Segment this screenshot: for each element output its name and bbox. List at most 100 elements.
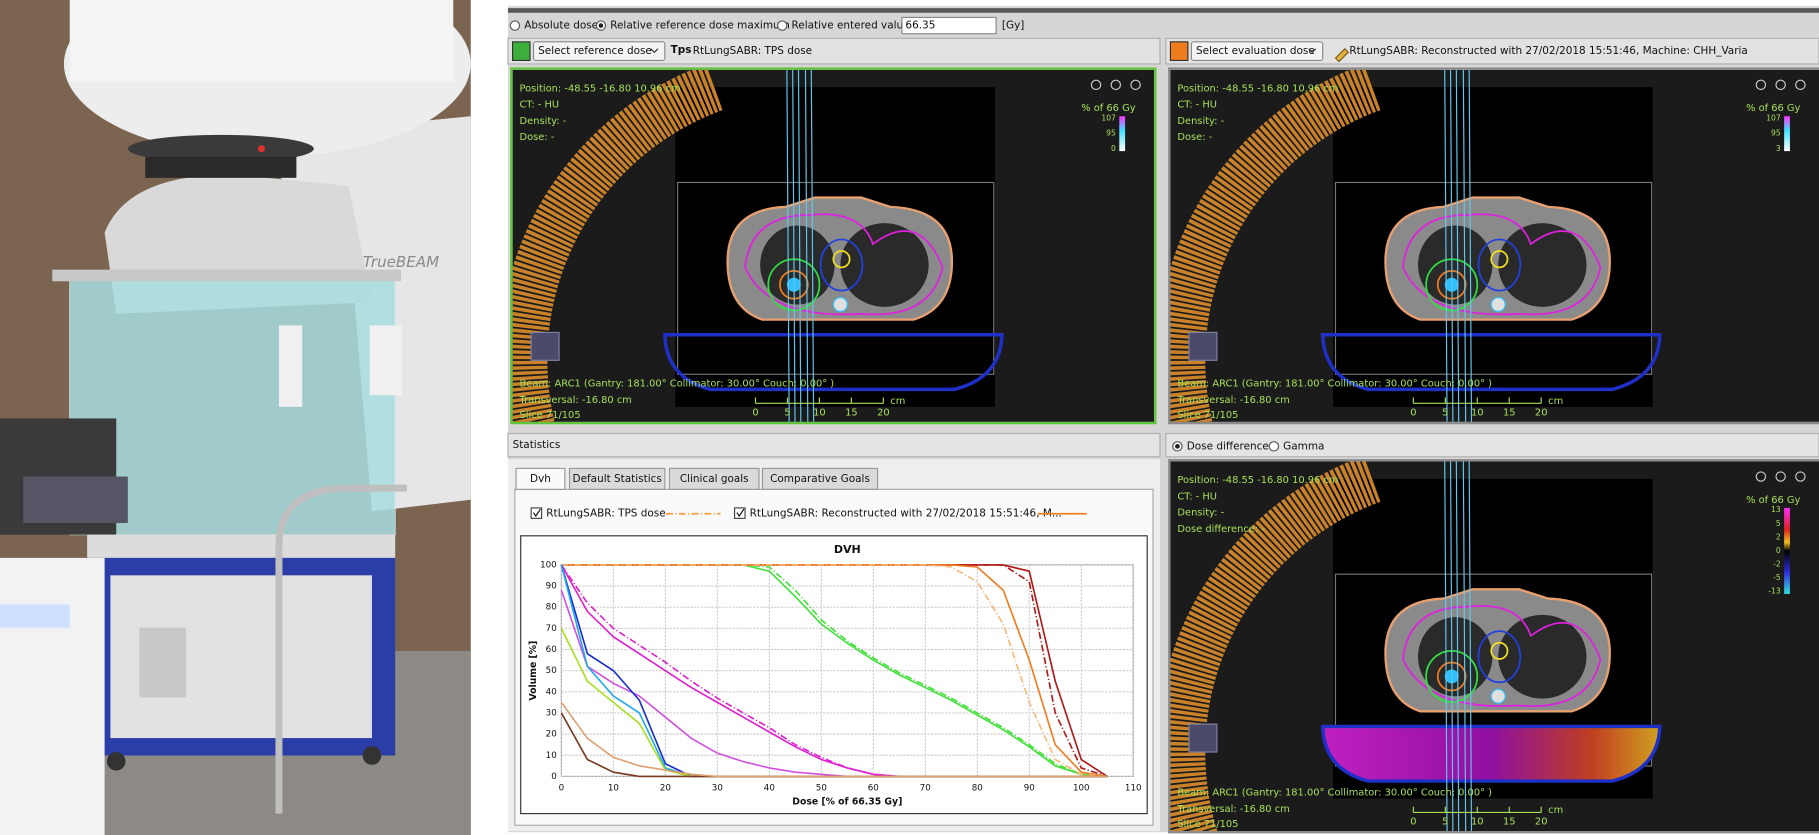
lung-right — [1498, 614, 1587, 699]
ruler-label: 15 — [1503, 408, 1516, 419]
contour-blue — [1477, 630, 1522, 684]
tab-label[interactable]: Comparative Goals — [770, 473, 870, 485]
beam-line — [804, 69, 809, 422]
scale-title: % of 66 Gy — [1746, 103, 1800, 114]
y-tick-label: 40 — [546, 687, 557, 697]
dose-select-text[interactable]: Select reference dose — [538, 45, 652, 57]
difference-bar — [1165, 432, 1819, 458]
ruler-label: 0 — [1410, 408, 1416, 419]
dose-name: RtLungSABR: Reconstructed with 27/02/201… — [1349, 45, 1747, 57]
beam-line — [1449, 461, 1454, 832]
tool-icon[interactable] — [1090, 79, 1102, 91]
unit-label: [Gy] — [1002, 20, 1024, 32]
overlay-slice: Slice 71/105 — [1177, 819, 1238, 830]
dose-select-text[interactable]: Select evaluation dose — [1196, 45, 1315, 57]
chart-title: DVH — [834, 543, 861, 556]
y-tick-label: 60 — [546, 645, 557, 655]
overlay-beam: Beam: ARC1 (Gantry: 181.00° Collimator: … — [1177, 379, 1492, 390]
dose-select-button[interactable] — [1190, 41, 1324, 62]
ruler-label: 10 — [1471, 408, 1484, 419]
dose-select-button[interactable] — [532, 41, 666, 62]
legend-checkbox[interactable] — [530, 507, 543, 519]
app: Absolute dose Relative reference dose max… — [507, 16, 1819, 834]
ruler-label: 20 — [877, 408, 890, 419]
ruler-unit: cm — [890, 396, 905, 407]
x-tick-label: 110 — [1125, 784, 1142, 794]
chevron — [650, 48, 659, 54]
lung-right — [840, 223, 929, 307]
beam-line — [1468, 69, 1473, 422]
ruler-label: 15 — [845, 408, 858, 419]
color-bar-label: 13 — [1771, 505, 1781, 514]
orientation-cube — [530, 331, 560, 361]
couch — [663, 333, 1004, 392]
tab[interactable] — [761, 467, 879, 490]
overlay-slice: Slice 71/105 — [520, 410, 581, 421]
ruler-label: 5 — [784, 408, 790, 419]
color-bar-label: -2 — [1773, 559, 1781, 568]
dose-grid-box — [677, 181, 995, 375]
y-tick-label: 30 — [546, 708, 557, 718]
tool-icon[interactable] — [1755, 471, 1767, 482]
tab-label[interactable]: Default Statistics — [573, 473, 662, 485]
value-input-text[interactable]: 66.35 — [905, 20, 935, 32]
y-tick-label: 70 — [546, 624, 557, 634]
color-bar-label: 95 — [1106, 129, 1116, 138]
orientation-cube — [1188, 723, 1218, 753]
dose-mode-label[interactable]: Relative reference dose maximum — [610, 20, 790, 32]
orientation-cube — [1188, 331, 1218, 361]
legend-checkbox[interactable] — [733, 507, 746, 519]
dose-mode-label[interactable]: Relative entered value — [792, 20, 910, 32]
value-input[interactable] — [901, 16, 997, 35]
contour-yellow — [832, 250, 851, 269]
dose-mode-label[interactable]: Absolute dose — [524, 20, 598, 32]
dose-mode-radio[interactable] — [776, 20, 788, 31]
beam-line — [1444, 461, 1448, 832]
color-bar-label: 5 — [1776, 519, 1781, 528]
spine — [832, 296, 848, 313]
color-bar-label: 0 — [1776, 546, 1781, 555]
tab[interactable] — [515, 467, 566, 490]
tool-icon[interactable] — [1775, 79, 1786, 91]
ruler-label: 10 — [813, 408, 826, 419]
ruler-unit: cm — [1548, 805, 1563, 816]
difference-label[interactable]: Gamma — [1283, 440, 1324, 452]
color-bar-label: 0 — [1111, 144, 1116, 153]
color-bar — [1784, 507, 1790, 594]
beam-arc — [1170, 461, 1381, 832]
viewer-border — [1168, 67, 1819, 425]
tab[interactable] — [668, 467, 760, 490]
tab-label[interactable]: Clinical goals — [680, 473, 749, 485]
dose-color-swatch[interactable] — [1169, 41, 1189, 62]
dose-mode-radio[interactable] — [509, 20, 521, 31]
tool-icon[interactable] — [1775, 471, 1786, 482]
tool-icon[interactable] — [1795, 471, 1806, 482]
beam-line — [1444, 69, 1448, 422]
x-tick-label: 30 — [712, 784, 723, 794]
ruler-unit: cm — [1548, 396, 1563, 407]
overlay-slice: Slice 71/105 — [1177, 410, 1238, 421]
beam-arc — [1170, 69, 1381, 422]
tool-icon[interactable] — [1110, 79, 1122, 91]
tab-label[interactable]: Dvh — [530, 473, 551, 485]
viewer-content — [1170, 461, 1819, 832]
overlay-transversal: Transversal: -16.80 cm — [519, 395, 632, 406]
overlay-ct: CT: - HU — [1177, 100, 1217, 111]
difference-label[interactable]: Dose difference — [1187, 440, 1269, 452]
beam-line — [1468, 461, 1473, 832]
machine-brand: TrueBEAM — [363, 253, 439, 271]
tab[interactable] — [568, 467, 666, 490]
tool-icon[interactable] — [1130, 79, 1141, 91]
tool-icon[interactable] — [1795, 79, 1806, 91]
ruler-label: 5 — [1442, 817, 1448, 828]
y-tick-label: 80 — [546, 603, 557, 613]
difference-radio[interactable] — [1268, 441, 1280, 452]
couch — [1320, 724, 1662, 783]
y-tick-label: 50 — [546, 666, 557, 676]
dose-mode-radio-dot — [598, 23, 604, 28]
y-tick-label: 90 — [546, 582, 557, 592]
tool-icon[interactable] — [1755, 79, 1767, 91]
beam-line — [1462, 69, 1467, 422]
dose-color-swatch[interactable] — [511, 41, 531, 62]
